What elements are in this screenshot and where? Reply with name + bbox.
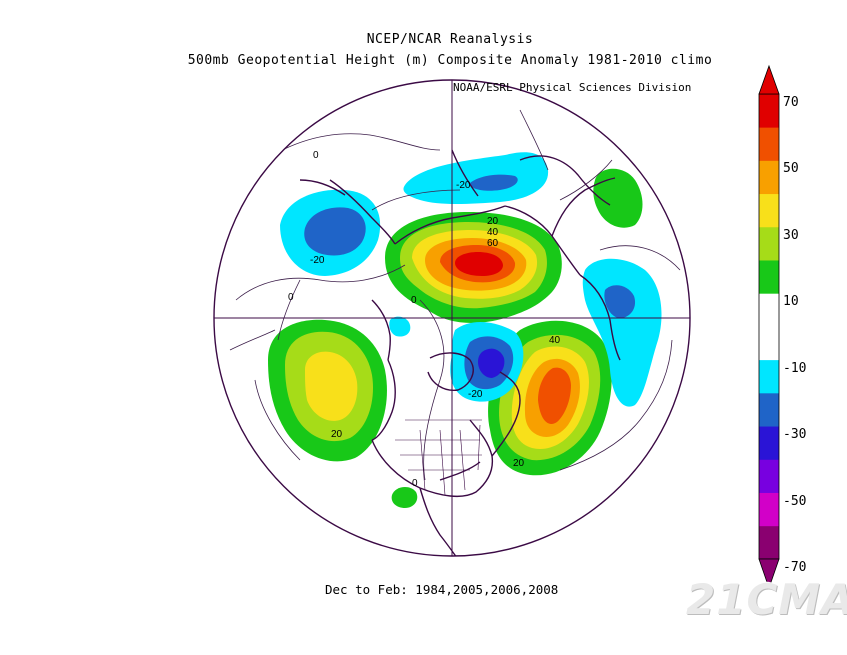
contour-label-0-usa: 0 xyxy=(412,478,418,489)
contour-label-20-east-atlantic: 20 xyxy=(513,458,525,469)
east-asia-negative-anomaly xyxy=(582,258,662,407)
data-credit: NOAA/ESRL Physical Sciences Division xyxy=(453,81,692,94)
colorbar-label: -10 xyxy=(783,360,807,376)
title-line-2: 500mb Geopotential Height (m) Composite … xyxy=(187,53,713,68)
colorbar-label: 10 xyxy=(783,294,799,310)
contour-label-40-arctic: 40 xyxy=(487,227,499,238)
watermark-logo: 21CMA xyxy=(686,575,847,624)
colorbar-segment xyxy=(759,260,779,294)
contour-label-20-pacific: 20 xyxy=(331,429,343,440)
contour-label-0-center: 0 xyxy=(411,295,417,306)
colorbar-label: -30 xyxy=(783,427,807,443)
contour-label-20-atlantic: 20 xyxy=(487,216,499,227)
colorbar-segments xyxy=(758,93,780,560)
date-footer: Dec to Feb: 1984,2005,2006,2008 xyxy=(325,582,559,597)
colorbar-top-arrow xyxy=(758,64,780,95)
colorbar-segment xyxy=(759,293,779,327)
colorbar xyxy=(758,64,780,590)
colorbar-label: -50 xyxy=(783,493,807,509)
colorbar-segment xyxy=(759,359,779,394)
colorbar-segment xyxy=(759,160,779,195)
contour-label-neg20-canada: -20 xyxy=(468,389,483,400)
colorbar-segment xyxy=(759,392,779,427)
map-border-circle xyxy=(213,79,691,557)
colorbar-segment xyxy=(759,226,779,261)
colorbar-label: -70 xyxy=(783,560,807,575)
contour-label-neg20-europe: -20 xyxy=(310,255,325,266)
contour-label-0-top: 0 xyxy=(313,150,319,161)
colorbar-segment xyxy=(759,492,779,527)
colorbar-segment xyxy=(759,426,779,460)
colorbar-label: 70 xyxy=(783,95,799,110)
colorbar-label: 30 xyxy=(783,227,799,243)
colorbar-segment xyxy=(759,94,779,128)
state-borders xyxy=(395,419,482,496)
coastlines xyxy=(299,149,621,556)
colorbar-segment xyxy=(759,525,779,560)
map-fill-layer xyxy=(214,80,690,556)
colorbar-segment xyxy=(759,326,779,361)
contour-label-40-pacific: 40 xyxy=(549,335,561,346)
contour-label-neg20-siberia: -20 xyxy=(456,180,471,191)
siberia-positive-anomaly xyxy=(593,168,643,228)
title-line-1: NCEP/NCAR Reanalysis xyxy=(366,32,534,47)
colorbar-bottom-arrow xyxy=(758,558,780,590)
colorbar-label: 50 xyxy=(783,161,799,177)
contour-label-0-left: 0 xyxy=(288,292,294,303)
colorbar-segment xyxy=(759,459,779,493)
colorbar-segment xyxy=(759,193,779,228)
contour-label-60-arctic: 60 xyxy=(487,238,499,249)
colorbar-segment xyxy=(759,127,779,161)
